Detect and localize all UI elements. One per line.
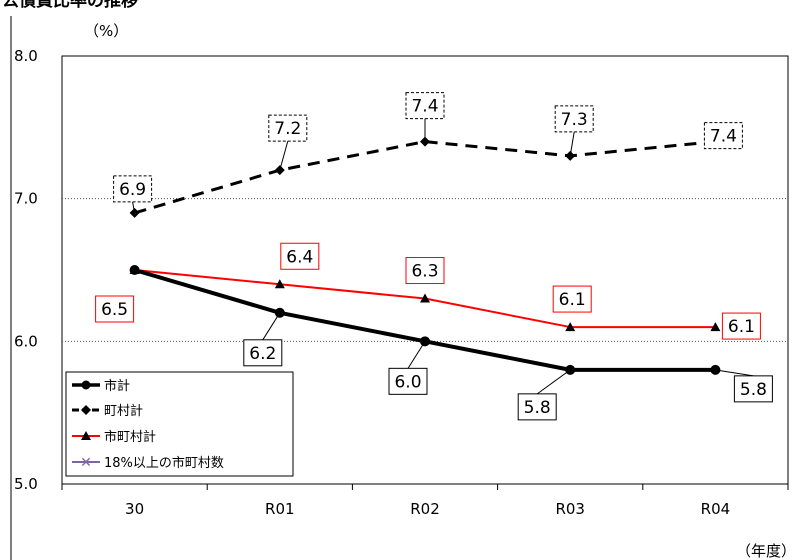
chart-title: 公債費比率の推移 [2,0,138,11]
callout-leader [569,131,575,156]
x-tick-label: 30 [125,500,144,518]
diamond-marker-icon [81,405,91,415]
y-axis-ticks: 5.0 6.0 7.0 8.0 [14,47,38,493]
data-label-box [280,242,320,270]
triangle-marker-icon [81,431,91,440]
callout-leader [132,201,136,214]
plot-area [61,55,789,485]
data-label: 7.3 [561,110,588,130]
data-label-box [517,393,557,421]
data-label: 5.8 [524,398,551,418]
callout-leader [536,369,571,395]
data-label-box [554,105,594,133]
data-label: 6.4 [286,247,313,267]
x-tick-label: R04 [701,500,731,518]
data-label-box [552,285,592,313]
data-label: 6.0 [394,372,421,392]
series-line-0 [134,268,716,372]
y-tick-label: 5.0 [14,475,38,493]
data-labels: 6.2 6.0 5.8 5.8 6.9 7.2 7.4 7.3 7.4 6.5 6.4 6.3 6.1 6… [95,92,773,421]
circle-marker-icon [81,380,91,390]
legend-item-chosonkei: 町村計 [72,403,143,419]
y-unit-label: （%） [84,22,128,40]
data-label: 7.4 [710,127,737,147]
legend-item-shikei: 市計 [72,378,130,394]
callout-leader [279,141,289,171]
data-label-box [405,257,445,285]
x-axis-ticks: 30 R01 R02 R03 R04 [61,484,789,518]
data-label-box [243,339,283,367]
legend-label: 市計 [104,378,130,394]
callout-leader [715,369,754,377]
y-tick-label: 8.0 [14,47,38,65]
legend-label: 市町村計 [104,429,156,445]
x-unit-label: （年度） [736,542,796,560]
cross-marker-icon: ✕ [80,455,92,471]
data-label: 7.2 [274,119,301,139]
data-point [565,322,576,332]
data-label: 6.9 [119,180,146,200]
y-tick-label: 7.0 [14,190,38,208]
legend-box [65,371,294,477]
data-label: 5.8 [740,380,767,400]
data-label: 7.4 [411,97,438,117]
data-point [710,322,721,332]
callout-leader [262,312,281,341]
data-point [129,265,140,274]
callout-leader [407,341,426,369]
x-tick-label: R03 [555,500,585,518]
x-tick-label: R02 [410,500,440,518]
data-label: 6.1 [559,290,586,310]
legend: 市計 町村計 市町村計 ✕ 18%以上の市町村数 [65,371,294,477]
legend-label: 18%以上の市町村数 [104,455,224,471]
data-label-box [721,312,761,340]
data-point [274,279,285,289]
series-markers [129,136,721,375]
data-label: 6.2 [249,344,276,364]
data-label-box [268,114,308,142]
x-tick-label: R01 [265,500,295,518]
y-tick-label: 6.0 [14,332,38,350]
legend-item-shichosonkei: 市町村計 [72,429,156,445]
data-label: 6.1 [728,317,755,337]
data-point [420,293,430,303]
data-label-box [95,295,135,323]
series-line-1 [134,140,716,215]
data-label: 6.5 [101,300,128,320]
series-lines [134,140,716,372]
data-label-box [388,367,428,395]
data-label-box [405,92,445,120]
data-label: 6.3 [411,262,438,282]
data-label-box [733,375,773,403]
data-label-box [703,122,743,150]
legend-label: 町村計 [104,403,143,419]
data-label-box [113,175,153,203]
legend-item-18percent: ✕ 18%以上の市町村数 [72,455,224,471]
